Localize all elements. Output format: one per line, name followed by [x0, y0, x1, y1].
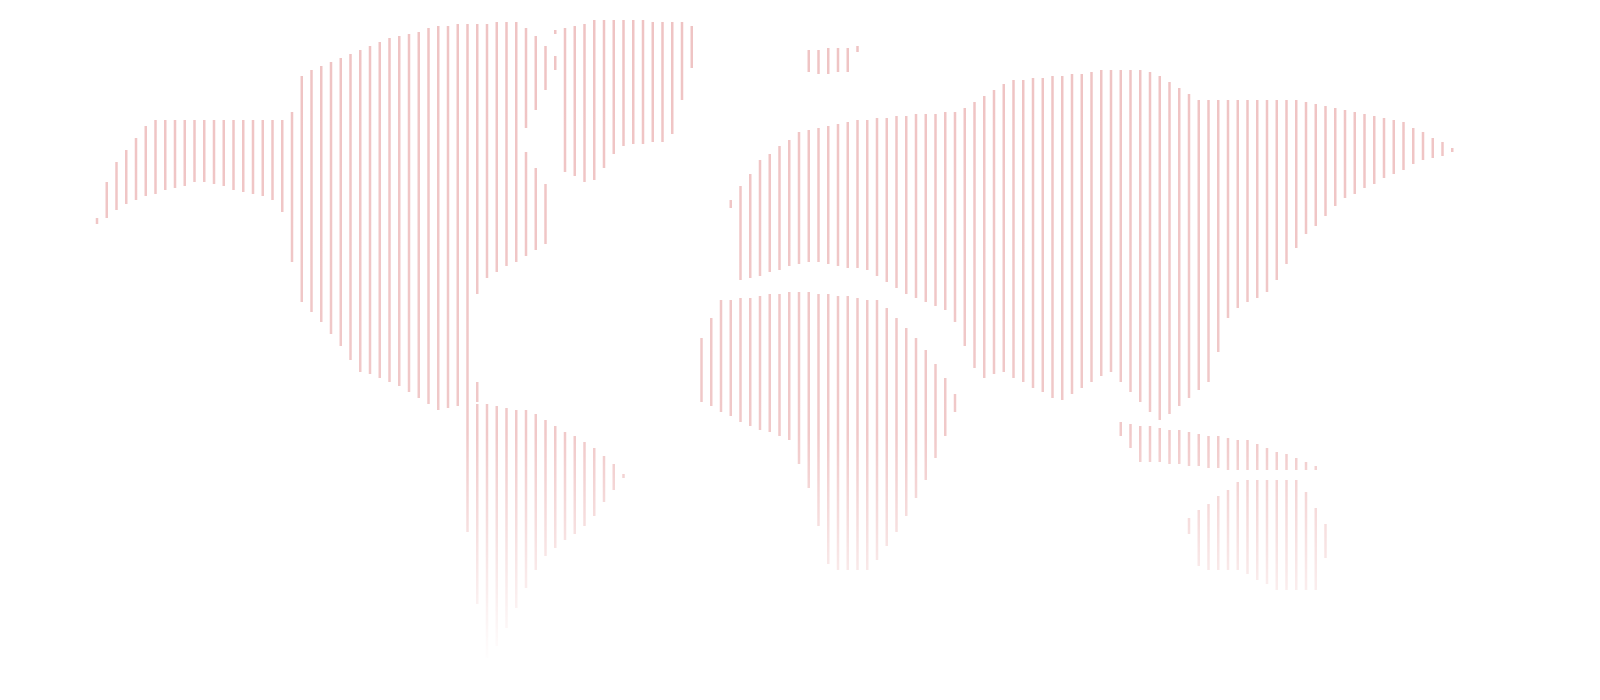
map-lines: [95, 20, 1454, 658]
